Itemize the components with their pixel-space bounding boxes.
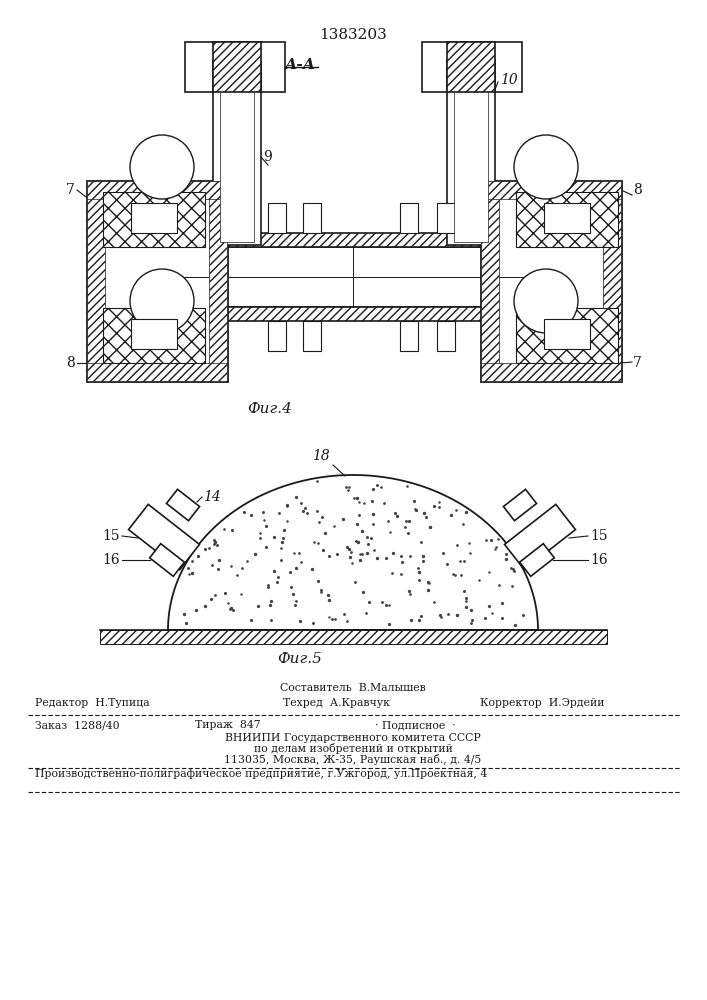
Text: 8: 8 [66,356,75,370]
Polygon shape [520,544,554,576]
Bar [481,181,621,381]
Bar [516,308,618,363]
Text: Производственно-полиграфическое предприятие, г.Ужгород, ул.Проектная, 4: Производственно-полиграфическое предприя… [35,768,487,779]
Text: Тираж  847: Тираж 847 [195,720,261,730]
Bar [213,60,261,245]
Bar [268,203,286,233]
Text: 7: 7 [66,183,75,197]
Text: Корректор  И.Эрдейи: Корректор И.Эрдейи [480,698,604,708]
Text: 1383203: 1383203 [319,28,387,42]
Text: 10: 10 [500,73,518,87]
Text: 15: 15 [590,529,607,543]
Bar [87,181,227,199]
Bar [437,321,455,351]
Polygon shape [129,504,199,570]
Text: Составитель  В.Малышев: Составитель В.Малышев [280,683,426,693]
Circle shape [130,135,194,199]
Bar [422,42,522,92]
Text: 16: 16 [590,553,607,567]
Bar [303,321,321,351]
Text: 16: 16 [103,553,120,567]
Bar [481,181,621,199]
Bar [481,363,621,381]
Text: 18: 18 [312,449,330,463]
Bar [220,92,254,242]
Bar [213,42,261,92]
Bar [603,181,621,381]
Bar [447,42,495,92]
Polygon shape [505,504,575,570]
Bar [268,321,286,351]
Bar [544,319,590,349]
Bar [100,630,607,644]
Bar [437,203,455,233]
Bar [454,92,488,242]
Text: Заказ  1288/40: Заказ 1288/40 [35,720,119,730]
Bar [87,181,227,381]
Polygon shape [150,544,185,576]
Text: 8: 8 [633,183,642,197]
Circle shape [514,269,578,333]
Bar [303,203,321,233]
Text: · Подписное  ·: · Подписное · [375,720,455,730]
Bar [148,247,558,307]
Bar [544,203,590,233]
Text: 113035, Москва, Ж-35, Раушская наб., д. 4/5: 113035, Москва, Ж-35, Раушская наб., д. … [224,754,481,765]
Text: Фиг.4: Фиг.4 [247,402,293,416]
Text: 14: 14 [203,490,221,504]
Bar [103,192,205,247]
Bar [185,42,285,92]
Bar [148,307,558,321]
Text: 7: 7 [633,356,642,370]
Polygon shape [168,475,538,630]
Text: Редактор  Н.Тупица: Редактор Н.Тупица [35,698,150,708]
Circle shape [130,269,194,333]
Text: А-А: А-А [284,58,315,72]
Circle shape [514,135,578,199]
Text: 9: 9 [263,150,271,164]
Bar [400,321,418,351]
Bar [481,181,499,381]
Bar [148,233,558,247]
Bar [87,363,227,381]
Bar [131,203,177,233]
Bar [209,181,227,381]
Bar [447,60,495,245]
Polygon shape [503,489,537,521]
Bar [400,203,418,233]
Text: Техред  А.Кравчук: Техред А.Кравчук [283,698,390,708]
Text: по делам изобретений и открытий: по делам изобретений и открытий [254,743,452,754]
Text: Фиг.5: Фиг.5 [278,652,322,666]
Text: 15: 15 [103,529,120,543]
Text: ВНИИПИ Государственного комитета СССР: ВНИИПИ Государственного комитета СССР [225,733,481,743]
Bar [131,319,177,349]
Polygon shape [166,489,199,521]
Bar [516,192,618,247]
Bar [103,308,205,363]
Bar [87,181,105,381]
